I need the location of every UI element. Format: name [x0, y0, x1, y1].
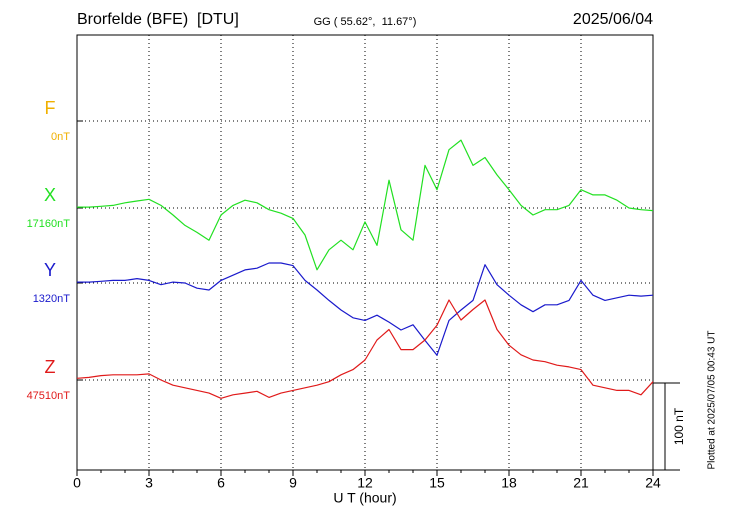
- baseline-label: 0nT: [51, 131, 70, 143]
- x-tick-label: 24: [645, 475, 661, 491]
- baseline-label: 17160nT: [27, 218, 71, 230]
- footnote: Plotted at 2025/07/05 00:43 UT: [707, 331, 718, 470]
- series-label: F: [45, 98, 56, 118]
- series-line: [77, 262, 654, 356]
- x-tick-label: 12: [357, 475, 373, 491]
- chart-subtitle: GG ( 55.62°, 11.67°): [314, 16, 417, 28]
- x-tick-label: 0: [73, 475, 81, 491]
- series-label: X: [44, 185, 56, 205]
- scale-bar-label: 100 nT: [672, 407, 686, 445]
- series-label: Z: [45, 357, 56, 377]
- x-tick-label: 3: [145, 475, 153, 491]
- x-tick-label: 18: [501, 475, 517, 491]
- plot-frame: [76, 34, 654, 471]
- x-tick-label: 15: [429, 475, 445, 491]
- x-axis-label: U T (hour): [333, 490, 396, 506]
- series-line: [76, 299, 654, 399]
- chart-date: 2025/06/04: [573, 11, 653, 28]
- series-line: [77, 139, 654, 271]
- baseline-label: 47510nT: [27, 390, 71, 402]
- x-tick-label: 6: [217, 475, 225, 491]
- chart-title: Brorfelde (BFE) [DTU]: [77, 11, 239, 28]
- x-tick-label: 21: [573, 475, 589, 491]
- series-label: Y: [44, 260, 56, 280]
- x-tick-label: 9: [289, 475, 297, 491]
- baseline-label: 1320nT: [33, 293, 71, 305]
